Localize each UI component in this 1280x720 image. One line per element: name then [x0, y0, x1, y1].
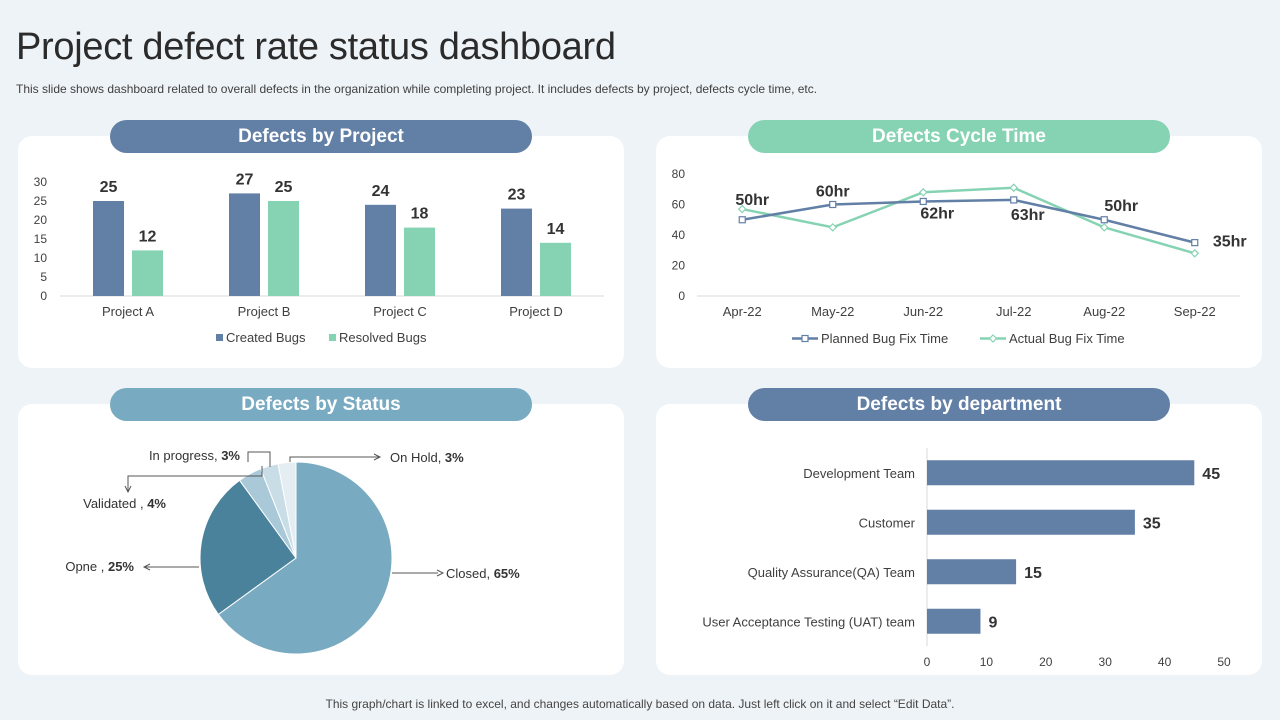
status-panel-title: Defects by Status — [110, 388, 532, 421]
status-card — [18, 404, 624, 675]
cycle-panel-title: Defects Cycle Time — [748, 120, 1170, 153]
page-title: Project defect rate status dashboard — [16, 26, 616, 68]
footer-note: This graph/chart is linked to excel, and… — [325, 697, 955, 711]
department-card — [656, 404, 1262, 675]
page-subtitle: This slide shows dashboard related to ov… — [16, 82, 818, 96]
cycle-card — [656, 136, 1262, 368]
project-panel-title: Defects by Project — [110, 120, 532, 153]
project-card — [18, 136, 624, 368]
department-panel-title: Defects by department — [748, 388, 1170, 421]
